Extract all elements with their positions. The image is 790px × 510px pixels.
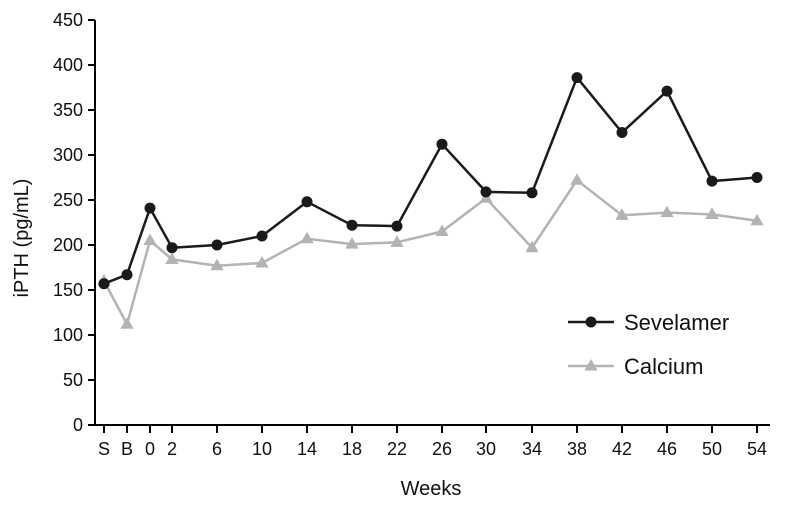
x-tick-label: 0 [145,439,155,459]
y-tick-label: 400 [53,55,83,75]
data-point-calcium [705,207,719,219]
x-tick-label: 34 [522,439,542,459]
legend-label: Sevelamer [624,310,729,335]
data-point-sevelamer [480,186,492,198]
legend-item-calcium: Calcium [568,354,703,379]
y-tick-label: 350 [53,100,83,120]
x-tick-label: 46 [657,439,677,459]
data-point-sevelamer [211,239,223,251]
data-point-calcium [255,256,269,268]
data-point-sevelamer [98,278,110,290]
y-tick-label: 50 [63,370,83,390]
data-point-sevelamer [436,138,448,150]
y-tick-label: 450 [53,10,83,30]
legend-item-sevelamer: Sevelamer [568,310,729,335]
data-point-sevelamer [256,230,268,242]
y-tick-label: 250 [53,190,83,210]
data-point-calcium [660,205,674,218]
data-point-calcium [300,231,314,244]
data-point-sevelamer [391,220,403,232]
data-point-sevelamer [661,85,673,97]
data-point-calcium [435,224,449,237]
x-tick-label: 50 [702,439,722,459]
y-tick-label: 100 [53,325,83,345]
legend-label: Calcium [624,354,703,379]
data-point-sevelamer [346,219,358,231]
x-tick-label: 10 [252,439,272,459]
y-tick-label: 200 [53,235,83,255]
legend: Sevelamer Calcium [568,310,729,379]
data-point-sevelamer [751,172,763,183]
y-tick-label: 300 [53,145,83,165]
data-point-sevelamer [144,202,156,214]
data-point-sevelamer [616,127,628,138]
x-tick-label: 22 [387,439,407,459]
x-tick-label: 38 [567,439,587,459]
y-tick-label: 0 [73,415,83,435]
series-line-sevelamer [103,76,758,285]
x-tick-label: 6 [212,439,222,459]
data-point-calcium [750,213,764,226]
series-layer [97,72,764,329]
data-point-sevelamer [526,187,538,199]
data-point-calcium [390,235,404,247]
data-point-sevelamer [166,242,178,254]
x-tick-label: 30 [476,439,496,459]
data-point-sevelamer [121,269,133,281]
x-tick-label: 42 [612,439,632,459]
y-tick-label: 150 [53,280,83,300]
x-tick-label: 26 [432,439,452,459]
data-point-calcium [165,252,179,264]
x-axis-title: Weeks [401,478,462,500]
data-point-sevelamer [706,175,718,187]
x-tick-label: 54 [747,439,767,459]
legend-triangle-marker [584,359,598,371]
data-point-calcium [525,240,539,253]
data-point-calcium [615,208,629,220]
x-tick-label: B [121,439,133,459]
x-tick-label: 18 [342,439,362,459]
series-calcium [97,173,764,329]
data-point-sevelamer [301,196,313,208]
legend-circle-marker [585,316,597,328]
x-tick-label: 14 [297,439,317,459]
series-line-calcium [102,178,758,326]
x-tick-label: 2 [167,439,177,459]
data-point-sevelamer [571,72,583,84]
x-tick-label: S [98,439,110,459]
y-axis-title: iPTH (pg/mL) [11,179,33,298]
data-point-calcium [210,258,224,271]
data-point-calcium [570,173,584,185]
data-point-calcium [120,317,134,329]
data-point-calcium [345,237,359,249]
series-sevelamer [98,72,763,290]
data-point-calcium [143,233,157,246]
